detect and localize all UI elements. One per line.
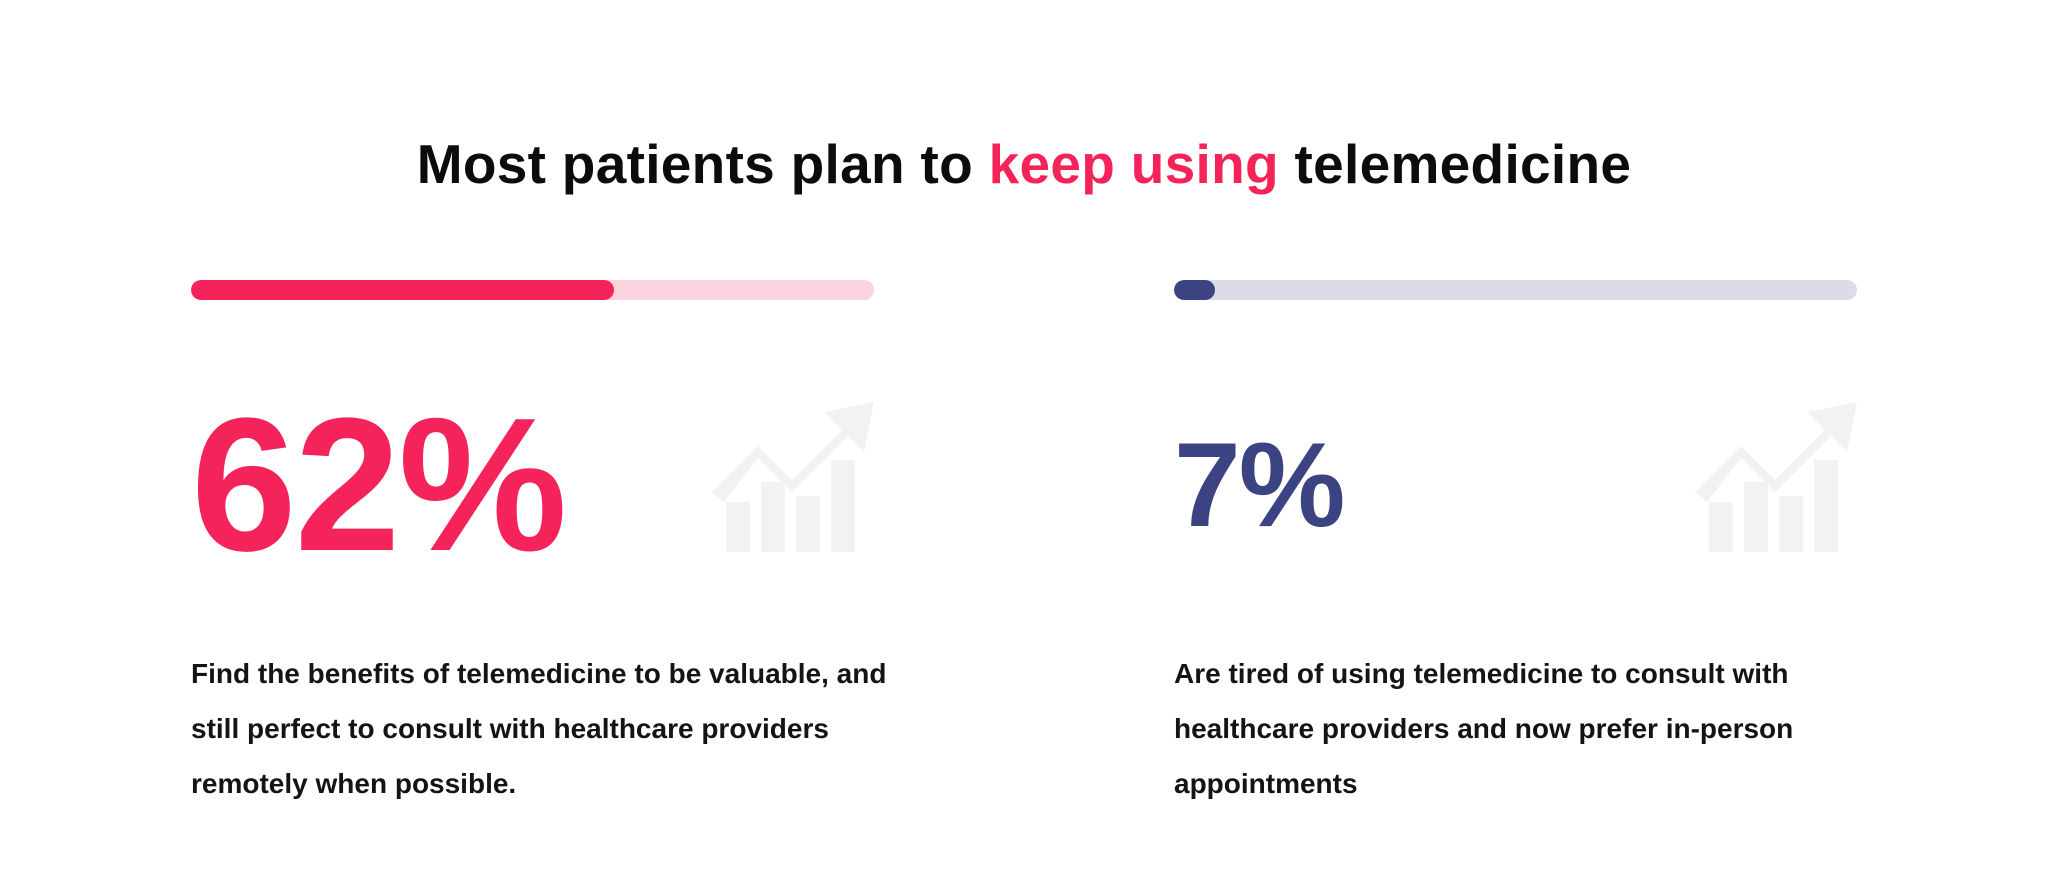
- trend-chart-icon: [1695, 402, 1857, 552]
- stat-value: 7%: [1174, 418, 1345, 552]
- progress-track: [191, 280, 874, 300]
- progress-fill: [1174, 280, 1215, 300]
- title-prefix: Most patients plan to: [416, 132, 989, 195]
- stat-card-prefer-in-person: 7% Are tired of using telemedicine to co…: [1174, 280, 1857, 800]
- page-title: Most patients plan to keep using telemed…: [0, 129, 2048, 199]
- progress-track: [1174, 280, 1857, 300]
- stat-card-keep-using: 62% Find the benefits of telemedicine to…: [191, 280, 886, 800]
- stat-value: 62%: [191, 379, 567, 591]
- title-highlight: keep using: [988, 132, 1279, 195]
- stat-description: Are tired of using telemedicine to consu…: [1174, 658, 1794, 799]
- trend-chart-icon: [712, 402, 874, 552]
- progress-fill: [191, 280, 615, 300]
- stat-description: Find the benefits of telemedicine to be …: [191, 658, 887, 799]
- title-suffix: telemedicine: [1278, 132, 1632, 195]
